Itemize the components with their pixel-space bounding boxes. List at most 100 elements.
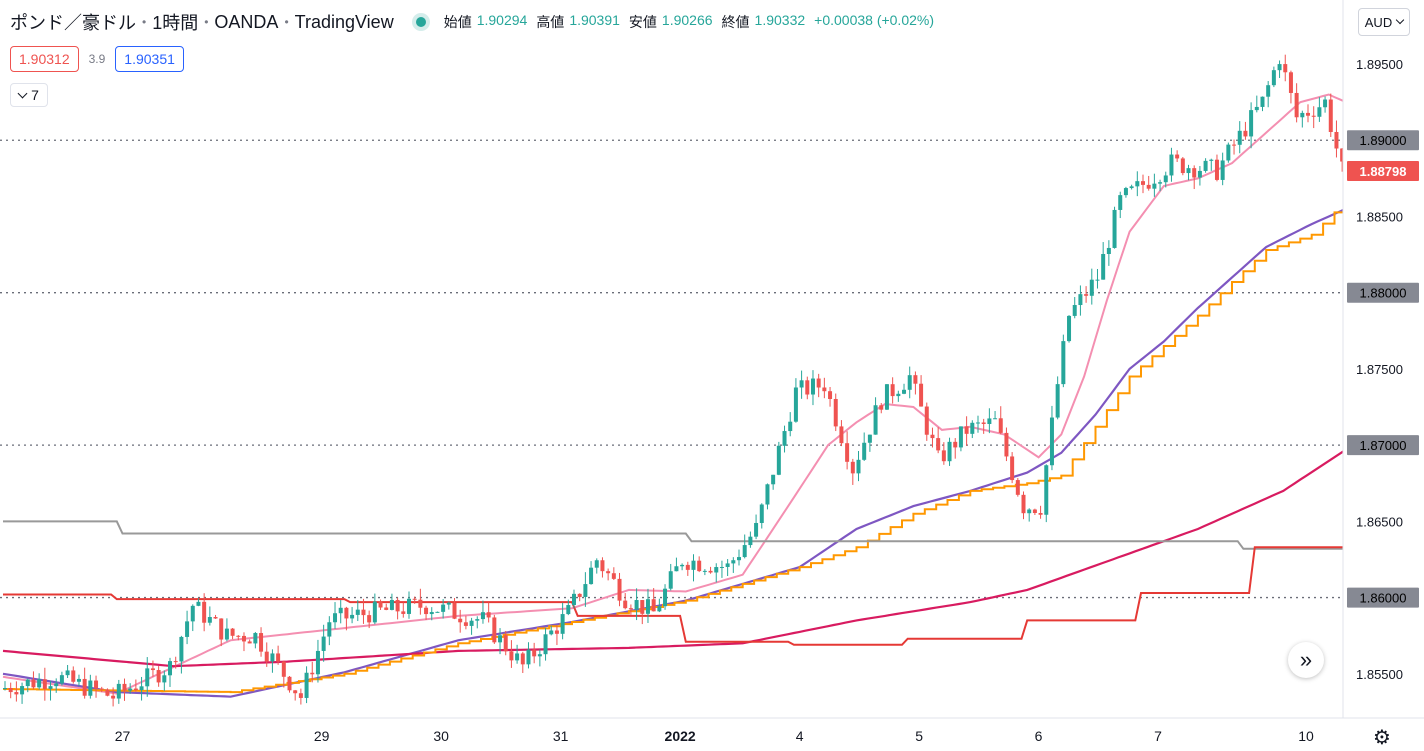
candle	[338, 600, 343, 624]
candle	[1254, 95, 1259, 113]
candle-body	[600, 560, 605, 572]
candle-body	[145, 668, 150, 687]
candle-body	[435, 611, 440, 613]
gear-icon[interactable]: ⚙	[1373, 727, 1391, 749]
time-tick-label: 31	[553, 728, 569, 744]
candle	[202, 593, 207, 632]
candle-body	[333, 613, 338, 623]
ohlc-values: 始値 1.90294 高値 1.90391 安値 1.90266 終値 1.90332 …	[444, 12, 938, 32]
time-tick-label: 10	[1298, 728, 1314, 744]
candle-body	[776, 445, 781, 475]
trade-panel: 1.90312 3.9 1.90351	[10, 46, 184, 72]
buy-price-button[interactable]: 1.90351	[115, 46, 184, 72]
candle	[71, 666, 76, 684]
candle	[1237, 121, 1242, 154]
candle-body	[259, 633, 264, 652]
candle-body	[913, 375, 918, 384]
price-tick-label: 1.87500	[1356, 362, 1403, 377]
candle-body	[1209, 159, 1214, 161]
candle	[958, 426, 963, 452]
candle-body	[1106, 247, 1111, 254]
candle	[1334, 120, 1339, 158]
candle	[321, 624, 326, 662]
candle	[1271, 66, 1276, 88]
candle	[168, 657, 173, 687]
level-gray-line	[3, 520, 1346, 550]
candle	[1232, 139, 1237, 155]
candle	[361, 598, 366, 624]
candle-body	[737, 557, 742, 561]
candle	[1175, 150, 1180, 163]
candle	[1197, 166, 1202, 186]
candle	[1055, 376, 1060, 420]
candle-body	[418, 599, 423, 608]
candle-body	[42, 679, 47, 689]
candle-body	[276, 653, 281, 662]
step-orange-line	[3, 201, 1347, 694]
candle	[469, 617, 474, 635]
candle	[674, 557, 679, 572]
candle-body	[714, 567, 719, 573]
candle-body	[463, 622, 468, 626]
candle-body	[65, 670, 70, 676]
candle-body	[953, 441, 958, 448]
indicators-toggle-button[interactable]: 7	[10, 83, 48, 107]
candle-body	[907, 375, 912, 390]
scroll-to-realtime-button[interactable]: »	[1288, 642, 1324, 678]
ma-crimson-line	[2, 448, 1347, 668]
candle	[406, 591, 411, 619]
time-tick-label: 27	[115, 728, 131, 744]
candle	[788, 412, 793, 437]
chart-legend: ポンド／豪ドル • 1時間 • OANDA • TradingView 始値 1.…	[10, 10, 938, 34]
candle	[1032, 508, 1037, 515]
candle-body	[304, 672, 309, 698]
price-tick-label: 1.86000	[1360, 591, 1407, 606]
candle	[970, 420, 975, 439]
candle-body	[179, 636, 184, 662]
candle-body	[128, 688, 133, 691]
candle-body	[389, 599, 394, 610]
candle	[793, 378, 798, 423]
candle-body	[1317, 107, 1322, 117]
candle-body	[1300, 112, 1305, 118]
candle	[122, 678, 127, 701]
candle-body	[606, 571, 611, 574]
candle	[805, 376, 810, 400]
candle	[498, 628, 503, 655]
candle	[298, 688, 303, 705]
candle-body	[111, 695, 116, 699]
candle	[833, 393, 838, 432]
candle	[452, 597, 457, 620]
candle-body	[122, 683, 127, 691]
candle-body	[970, 422, 975, 434]
candle	[737, 549, 742, 566]
price-axis-bg	[1343, 0, 1424, 718]
candle	[600, 557, 605, 578]
candle-body	[395, 599, 400, 612]
time-tick-label: 5	[915, 728, 923, 744]
candle	[1294, 83, 1299, 123]
high-value: 1.90391	[569, 12, 620, 28]
symbol-name[interactable]: ポンド／豪ドル	[10, 13, 136, 33]
currency-label: AUD	[1364, 14, 1393, 30]
candle-body	[1243, 130, 1248, 137]
currency-button[interactable]: AUD	[1358, 8, 1410, 36]
candle	[526, 642, 531, 669]
candle-body	[680, 564, 685, 567]
candle	[1220, 152, 1225, 186]
sell-price-button[interactable]: 1.90312	[10, 46, 79, 72]
candle-body	[20, 686, 25, 695]
candle	[981, 418, 986, 434]
candle-body	[850, 461, 855, 474]
candle-body	[94, 680, 99, 689]
candle-body	[1129, 186, 1134, 189]
candle	[441, 599, 446, 619]
platform-label: TradingView	[294, 11, 394, 32]
candle-body	[930, 434, 935, 439]
candle-body	[645, 599, 650, 614]
double-chevron-right-icon: »	[1299, 647, 1313, 672]
candle-body	[958, 426, 963, 448]
interval-label[interactable]: 1時間	[152, 13, 199, 33]
candle	[54, 678, 59, 693]
